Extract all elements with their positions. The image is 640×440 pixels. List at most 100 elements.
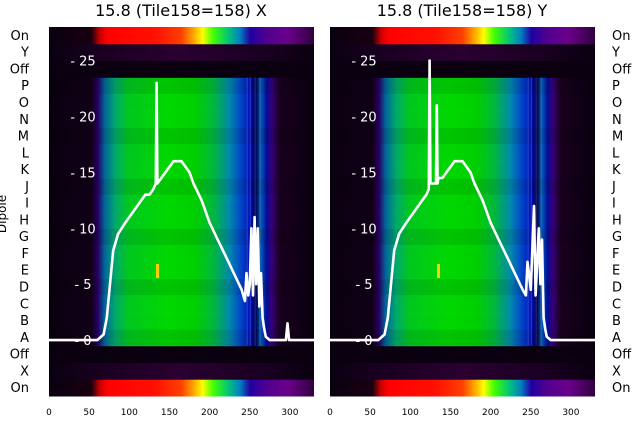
- overlay-tick-label: - 15: [351, 166, 376, 181]
- heatmap-row-shade: [49, 295, 314, 313]
- panel-title: 15.8 (Tile158=158) Y: [377, 1, 548, 20]
- overlay-tick-label: - 5: [355, 278, 372, 293]
- row-label: N: [612, 113, 622, 128]
- heatmap-row-shade: [49, 144, 314, 162]
- row-label: L: [22, 146, 30, 161]
- row-label: F: [22, 247, 29, 262]
- heatmap-row-on: [49, 379, 314, 397]
- row-label: E: [612, 264, 620, 279]
- row-label: Off: [612, 62, 632, 77]
- x-tick-label: 50: [83, 408, 95, 418]
- heatmap-row-off: [49, 345, 314, 363]
- row-label: L: [612, 146, 620, 161]
- heatmap-row-dim: [330, 362, 595, 380]
- row-label: B: [612, 314, 621, 329]
- heatmap-row: [330, 127, 595, 145]
- x-tick-label: 200: [201, 408, 218, 418]
- heatmap-streak: [530, 77, 532, 346]
- row-label: J: [24, 180, 29, 195]
- heatmap-row: [49, 177, 314, 196]
- row-label: J: [611, 180, 616, 195]
- row-label: P: [21, 79, 29, 94]
- row-label: I: [25, 197, 29, 212]
- row-label: M: [18, 130, 29, 145]
- heatmap-row-on: [330, 27, 595, 45]
- row-label: G: [19, 230, 29, 245]
- heatmap-row: [330, 245, 595, 263]
- x-tick-label: 100: [121, 408, 138, 418]
- heatmap-row-shade: [49, 328, 314, 346]
- heatmap-row: [330, 312, 595, 330]
- heatmap-row-shade: [330, 161, 595, 178]
- heatmap-row-shade: [49, 177, 314, 195]
- row-label: On: [11, 381, 29, 396]
- panel-title: 15.8 (Tile158=158) X: [95, 1, 267, 20]
- heatmap-row: [330, 110, 595, 129]
- x-tick-label: 300: [562, 408, 579, 418]
- overlay-tick-labels: - 0 - 5 - 10 - 15 - 20 - 25: [70, 55, 95, 350]
- row-label: C: [20, 297, 29, 312]
- x-tick-label: 250: [522, 408, 539, 418]
- row-label: D: [612, 280, 622, 295]
- row-label: Y: [611, 46, 620, 61]
- heatmap-streak: [259, 77, 261, 346]
- row-label: G: [612, 230, 622, 245]
- heatmap-row-dim: [49, 43, 314, 62]
- heatmap-row-shade: [330, 177, 595, 195]
- heatmap-row: [49, 312, 314, 330]
- heatmap-row: [49, 295, 314, 313]
- overlay-tick-label: - 10: [351, 222, 376, 237]
- row-label: Off: [10, 62, 30, 77]
- row-label: C: [612, 297, 621, 312]
- heatmap-row-shade: [49, 245, 314, 262]
- heatmap-row-shade: [330, 211, 595, 229]
- heatmap-row-shade: [330, 295, 595, 313]
- heatmap-row-shade: [330, 328, 595, 346]
- heatmap-row-shade: [330, 245, 595, 262]
- row-label: E: [21, 264, 29, 279]
- heatmap-row-shade: [330, 127, 595, 145]
- heatmap-streak: [540, 77, 542, 346]
- heatmap-row: [330, 177, 595, 196]
- overlay-tick-label: - 20: [70, 110, 95, 125]
- row-label: M: [612, 130, 623, 145]
- heatmap-row: [330, 295, 595, 313]
- row-label: A: [612, 331, 621, 346]
- heatmap-row-off: [49, 60, 314, 78]
- heatmap-row: [330, 328, 595, 347]
- row-label: On: [612, 29, 630, 44]
- row-label: Off: [612, 348, 632, 363]
- row-label: K: [20, 163, 29, 178]
- row-label: I: [612, 197, 616, 212]
- row-label: Off: [10, 348, 30, 363]
- heatmap-row-shade: [49, 194, 314, 212]
- heatmap-streak: [535, 77, 537, 346]
- heatmap-row-dim: [330, 43, 595, 62]
- x-tick-label: 250: [241, 408, 258, 418]
- row-label: B: [20, 314, 29, 329]
- row-label: H: [612, 213, 622, 228]
- heatmap-row-shade: [49, 94, 314, 111]
- x-tick-label: 0: [46, 408, 52, 418]
- heatmap-row: [49, 161, 314, 179]
- row-label: X: [20, 364, 29, 379]
- heatmap-row: [330, 211, 595, 229]
- heatmap-row-shade: [49, 77, 314, 95]
- heatmap-row-off: [330, 345, 595, 363]
- x-tick-label: 50: [364, 408, 376, 418]
- x-tick-label: 150: [161, 408, 178, 418]
- heatmap-row-on: [49, 27, 314, 45]
- heatmap-row-shade: [49, 161, 314, 178]
- heatmap-streak: [527, 77, 529, 346]
- row-label: K: [612, 163, 621, 178]
- heatmap-row-shade: [330, 77, 595, 95]
- overlay-tick-label: - 5: [74, 278, 91, 293]
- x-tick-labels: 0 50 100 150 200 250 300: [327, 408, 580, 418]
- spectrum-line: [330, 59, 595, 342]
- heatmap-row: [330, 194, 595, 212]
- x-tick-label: 150: [442, 408, 459, 418]
- heatmap-row: [330, 94, 595, 112]
- heatmap-row-shade: [49, 110, 314, 128]
